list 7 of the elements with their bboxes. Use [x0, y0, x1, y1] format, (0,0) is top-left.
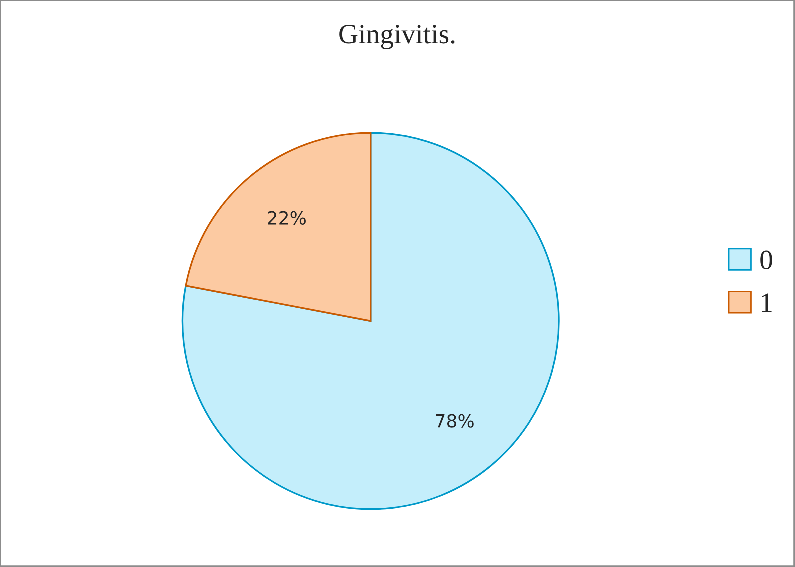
chart-title: Gingivitis.	[340, 25, 455, 50]
pie-slice	[185, 132, 372, 322]
data-label: 78%	[436, 414, 474, 428]
legend-label: 0	[760, 250, 772, 270]
data-label: 22%	[268, 211, 306, 225]
pie-slice	[182, 132, 560, 510]
legend-label: 1	[762, 294, 772, 312]
